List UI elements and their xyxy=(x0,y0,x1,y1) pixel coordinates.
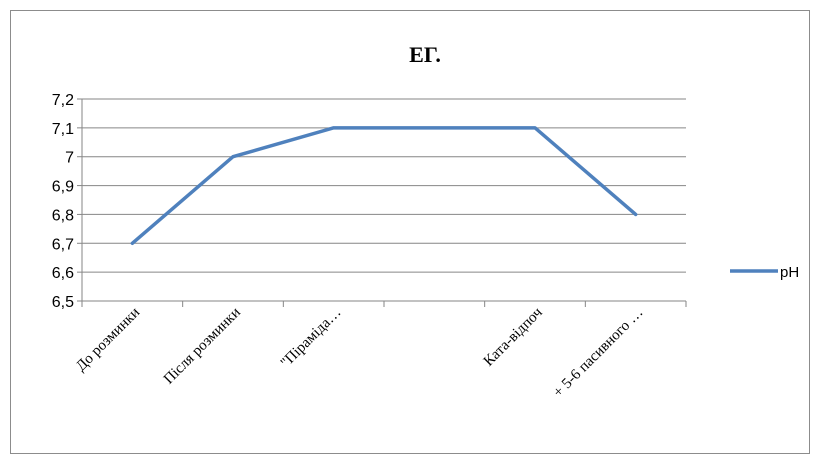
legend: pH xyxy=(730,264,799,281)
y-tick-label: 7,1 xyxy=(52,121,74,138)
y-axis: 6,5 6,6 6,7 6,8 6,9 7 7,1 7,2 xyxy=(52,92,83,311)
x-tick-label: До розминки xyxy=(73,305,143,375)
series-group xyxy=(130,126,638,246)
legend-label: pH xyxy=(780,264,799,281)
x-tick-label: Ката-відпоч xyxy=(481,304,546,369)
y-tick-label: 7,2 xyxy=(52,92,74,109)
y-tick-label: 6,5 xyxy=(52,294,74,311)
y-tick-label: 6,6 xyxy=(52,265,74,282)
x-axis: До розминки Після розминки "Піраміда… Ката-… xyxy=(73,301,687,401)
series-line xyxy=(130,126,638,246)
chart-title: ЕГ. xyxy=(409,42,441,67)
y-tick-label: 7 xyxy=(65,150,74,167)
y-tick-label: 6,8 xyxy=(52,207,74,224)
x-tick-label: Після розминки xyxy=(161,305,244,388)
y-tick-label: 6,9 xyxy=(52,179,74,196)
y-tick-label: 6,7 xyxy=(52,236,74,253)
x-tick-label: + 5-6 пасивного … xyxy=(550,305,646,401)
x-tick-label: "Піраміда… xyxy=(278,305,345,372)
